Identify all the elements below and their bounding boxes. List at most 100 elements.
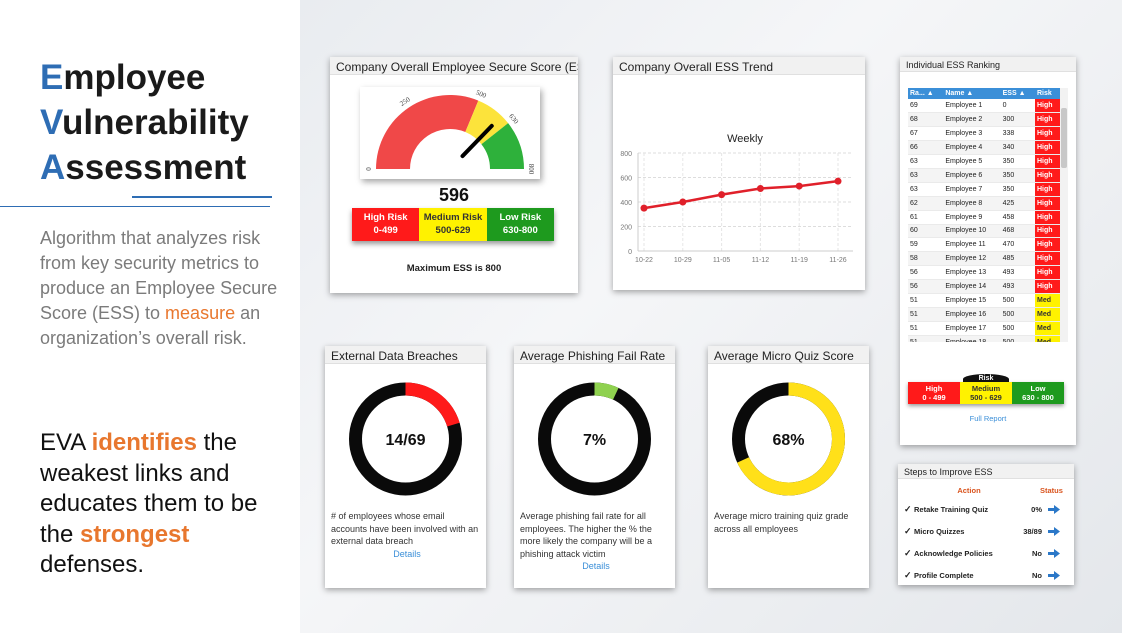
- ranking-row[interactable]: 51 Employee 15 500 Med: [908, 293, 1060, 308]
- gauge-tick-label: 500: [475, 88, 488, 100]
- step-status: No: [1032, 548, 1042, 558]
- trend-x-tick: 10-29: [674, 257, 692, 264]
- trend-point[interactable]: [718, 191, 726, 199]
- risk-cell: Med: [1034, 335, 1060, 342]
- ranking-row[interactable]: 56 Employee 13 493 High: [908, 265, 1060, 281]
- risk-cell: High: [1034, 196, 1060, 211]
- trend-y-tick: 0: [628, 249, 632, 256]
- slide-text-panel: Employee Vulnerability Assessment Algori…: [0, 0, 300, 633]
- name-cell: Employee 4: [943, 140, 1001, 156]
- name-cell: Employee 16: [943, 307, 1001, 322]
- ranking-row[interactable]: 66 Employee 4 340 High: [908, 140, 1060, 156]
- trend-point[interactable]: [640, 204, 648, 212]
- name-cell: Employee 5: [943, 154, 1001, 169]
- scrollbar-thumb[interactable]: [1061, 108, 1067, 168]
- name-cell: Employee 11: [943, 237, 1001, 253]
- quiz-donut: 68%: [708, 382, 869, 497]
- ess-cell: 485: [1000, 251, 1035, 267]
- gauge-segment: [465, 100, 509, 145]
- ranking-row[interactable]: 58 Employee 12 485 High: [908, 251, 1060, 267]
- col-risk[interactable]: Risk: [1034, 88, 1060, 99]
- donut-value-text: 7%: [583, 432, 606, 449]
- trend-point[interactable]: [834, 177, 842, 185]
- arrow-right-icon[interactable]: [1048, 548, 1060, 558]
- ranking-row[interactable]: 63 Employee 5 350 High: [908, 154, 1060, 169]
- rank-cell: 66: [908, 140, 944, 156]
- trend-point[interactable]: [756, 185, 764, 193]
- title-underline-accent: [132, 196, 272, 198]
- risk-cell: High: [1034, 182, 1060, 197]
- ranking-row[interactable]: 69 Employee 1 0 High: [908, 99, 1060, 114]
- risk-cell: High: [1034, 168, 1060, 183]
- col-rank[interactable]: Ra... ▲: [908, 88, 944, 99]
- trend-x-tick: 10-22: [635, 257, 653, 264]
- title-line-employee: Employee: [40, 58, 206, 97]
- phishing-donut: 7%: [514, 382, 675, 497]
- ranking-row[interactable]: 63 Employee 6 350 High: [908, 168, 1060, 183]
- phishing-details-link[interactable]: Details: [582, 561, 610, 571]
- slide-tagline: EVA identifies the weakest links and edu…: [40, 429, 258, 578]
- ess-risk-legend: High Risk 0-499 Medium Risk 500-629 Low Ri…: [352, 208, 554, 241]
- title-line-vulnerability: Vulnerability: [40, 103, 249, 142]
- trend-x-tick: 11-05: [713, 257, 730, 264]
- rank-cell: 67: [908, 126, 944, 142]
- breaches-details-link[interactable]: Details: [393, 548, 421, 559]
- ranking-row[interactable]: 56 Employee 14 493 High: [908, 279, 1060, 294]
- trend-y-tick: 600: [620, 176, 632, 183]
- step-row[interactable]: ✓ Retake Training Quiz 0%: [904, 502, 1070, 516]
- ranking-row[interactable]: 51 Employee 16 500 Med: [908, 307, 1060, 322]
- step-row[interactable]: ✓ Micro Quizzes 38/89: [904, 524, 1070, 538]
- col-name[interactable]: Name ▲: [943, 88, 1001, 99]
- name-cell: Employee 8: [943, 196, 1001, 211]
- trend-point[interactable]: [679, 198, 687, 206]
- ranking-row[interactable]: 62 Employee 8 425 High: [908, 196, 1060, 211]
- legend-low-risk: Low Risk 630-800: [486, 208, 554, 241]
- ranking-risk-legend: High 0 - 499 Medium 500 - 629 Low 630 - 800: [908, 382, 1064, 404]
- step-row[interactable]: ✓ Acknowledge Policies No: [904, 546, 1070, 560]
- trend-point[interactable]: [795, 182, 803, 190]
- slide-description: Algorithm that analyzes risk from key se…: [40, 228, 278, 348]
- trend-y-tick: 200: [620, 225, 632, 232]
- arrow-right-icon[interactable]: [1048, 504, 1060, 514]
- rank-cell: 56: [908, 265, 944, 281]
- rank-cell: 51: [908, 293, 944, 308]
- ranking-row[interactable]: 51 Employee 17 500 Med: [908, 321, 1060, 336]
- risk-cell: Med: [1034, 293, 1060, 308]
- breaches-card-title: External Data Breaches: [325, 346, 486, 364]
- ranking-row[interactable]: 61 Employee 9 458 High: [908, 210, 1060, 225]
- gauge-segment: [376, 94, 479, 169]
- ranking-row[interactable]: 68 Employee 2 300 High: [908, 112, 1060, 128]
- ess-cell: 470: [1000, 237, 1035, 253]
- step-row[interactable]: ✓ Profile Complete No: [904, 568, 1070, 582]
- steps-col-action: Action: [957, 486, 981, 495]
- ranking-row[interactable]: 59 Employee 11 470 High: [908, 237, 1060, 253]
- ranking-scrollbar[interactable]: [1060, 88, 1068, 342]
- ess-trend-card: Company Overall ESS Trend Weekly 0 200 400…: [613, 57, 865, 290]
- risk-cell: Med: [1034, 307, 1060, 322]
- trend-y-tick: 400: [620, 200, 632, 207]
- col-ess[interactable]: ESS ▲: [1000, 88, 1035, 99]
- ess-cell: 468: [1000, 224, 1035, 239]
- ranking-row[interactable]: 67 Employee 3 338 High: [908, 126, 1060, 142]
- breaches-description: # of employees whose email accounts have…: [331, 510, 483, 560]
- ranking-legend-low: Low 630 - 800: [1012, 382, 1064, 404]
- ess-max-note: Maximum ESS is 800: [406, 263, 502, 274]
- step-status: 0%: [1031, 504, 1042, 514]
- ranking-row[interactable]: 63 Employee 7 350 High: [908, 182, 1060, 197]
- phishing-description: Average phishing fail rate for all emplo…: [520, 510, 672, 573]
- ess-cell: 350: [1000, 154, 1035, 169]
- full-report-link[interactable]: Full Report: [969, 414, 1007, 423]
- trend-chart: Weekly 0 200 400 600 800 10-22 10-29 11-05 11-12…: [620, 133, 853, 264]
- risk-cell: High: [1034, 210, 1060, 225]
- steps-col-status: Status: [1040, 486, 1063, 495]
- arrow-right-icon[interactable]: [1048, 570, 1060, 580]
- risk-cell: High: [1034, 237, 1060, 253]
- rank-cell: 60: [908, 224, 944, 239]
- arrow-right-icon[interactable]: [1048, 526, 1060, 536]
- name-cell: Employee 6: [943, 168, 1001, 183]
- ranking-row[interactable]: 60 Employee 10 468 High: [908, 224, 1060, 239]
- trend-x-tick: 11-26: [829, 257, 846, 264]
- ess-cell: 350: [1000, 182, 1035, 197]
- name-cell: Employee 15: [943, 293, 1001, 308]
